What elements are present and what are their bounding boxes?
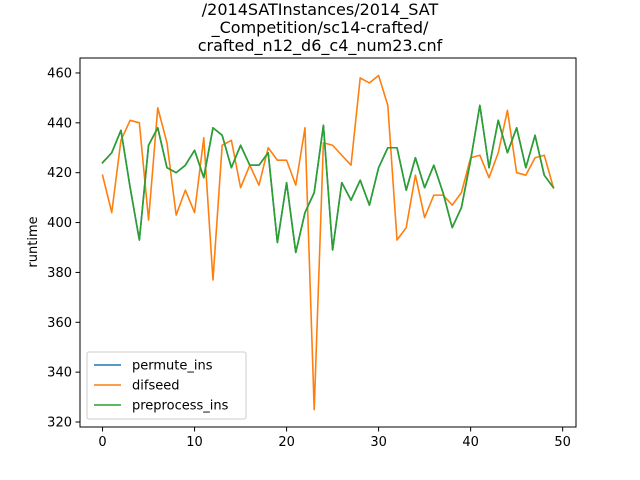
- y-tick-label: 340: [47, 366, 72, 381]
- y-axis-label: runtime: [26, 216, 41, 267]
- y-tick-label: 400: [47, 216, 72, 231]
- series-line-preprocess-ins: [101, 104, 555, 254]
- legend-label-preprocess-ins: preprocess_ins: [132, 399, 229, 414]
- y-tick-label: 320: [47, 416, 72, 431]
- axes-frame: [79, 57, 577, 428]
- legend-box: [86, 351, 247, 420]
- x-tick-label: 50: [554, 435, 571, 450]
- x-tick-label: 0: [98, 435, 106, 450]
- chart-title-line-2: _Competition/sc14-crafted/: [211, 18, 429, 38]
- legend-label-difseed: difseed: [132, 379, 179, 394]
- plot-area: 0 10 20 30 40 50 320 340 360 380 400 420 440 460: [47, 57, 577, 450]
- chart-title-line-1: /2014SATInstances/2014_SAT: [202, 0, 439, 20]
- y-tick-label: 380: [47, 266, 72, 281]
- chart-title-line-3: crafted_n12_d6_c4_num23.cnf: [198, 36, 443, 56]
- y-tick-label: 440: [47, 116, 72, 131]
- y-tick-label: 420: [47, 166, 72, 181]
- legend-label-permute-ins: permute_ins: [132, 359, 213, 374]
- x-tick-label: 40: [462, 435, 479, 450]
- x-tick-label: 10: [186, 435, 203, 450]
- x-tick-label: 30: [370, 435, 387, 450]
- chart-title: /2014SATInstances/2014_SAT _Competition/…: [198, 0, 443, 56]
- y-tick-label: 360: [47, 316, 72, 331]
- x-tick-label: 20: [278, 435, 295, 450]
- y-tick-label: 460: [47, 66, 72, 81]
- series-line-difseed: [101, 74, 555, 411]
